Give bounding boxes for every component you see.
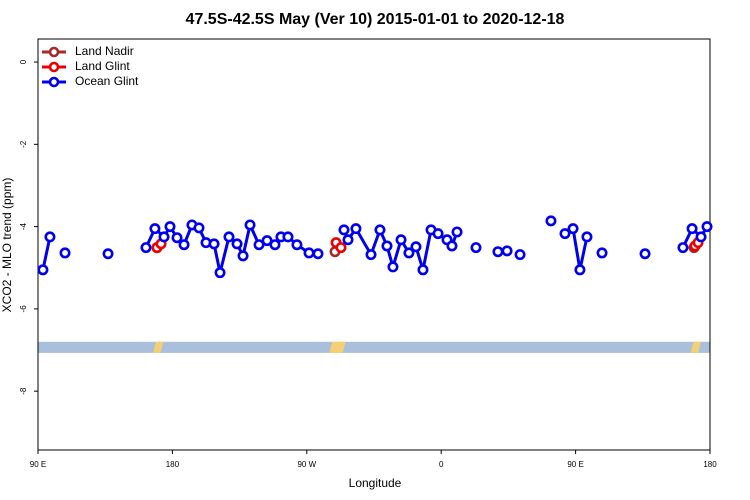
- y-tick-label: -4: [19, 223, 28, 231]
- surface-band: [38, 341, 710, 353]
- data-point: [59, 247, 71, 259]
- data-point: [677, 242, 689, 254]
- data-point: [312, 248, 324, 260]
- data-point: [164, 221, 176, 233]
- plot-frame: [37, 38, 711, 451]
- data-point: [581, 231, 593, 243]
- data-point: [395, 234, 407, 246]
- data-point: [567, 223, 579, 235]
- data-point: [282, 231, 294, 243]
- y-tick-label: -2: [19, 140, 28, 148]
- data-point: [559, 228, 571, 240]
- data-point: [432, 228, 444, 240]
- data-point: [639, 248, 651, 260]
- x-tick-label: 180: [166, 460, 180, 469]
- y-axis-label: XCO2 - MLO trend (ppm): [0, 178, 14, 313]
- x-axis-label: Longitude: [349, 476, 402, 490]
- y-tick-label: 0: [19, 59, 28, 64]
- data-point: [387, 261, 399, 273]
- data-point: [446, 240, 458, 252]
- legend-marker: [48, 76, 60, 88]
- data-point: [102, 248, 114, 260]
- data-point: [253, 239, 265, 251]
- data-point: [269, 239, 281, 251]
- data-point: [303, 247, 315, 259]
- data-point: [701, 221, 713, 233]
- data-point: [470, 242, 482, 254]
- x-tick-label: 90 W: [297, 460, 316, 469]
- legend-label: Ocean Glint: [75, 74, 139, 88]
- data-point: [140, 242, 152, 254]
- data-point: [574, 264, 586, 276]
- data-point: [261, 235, 273, 247]
- data-point: [545, 215, 557, 227]
- data-point: [686, 223, 698, 235]
- land-patch: [690, 341, 702, 353]
- data-point: [291, 239, 303, 251]
- data-point: [237, 250, 249, 262]
- data-point: [410, 241, 422, 253]
- data-point: [451, 226, 463, 238]
- data-point: [335, 242, 347, 254]
- data-point: [338, 224, 350, 236]
- chart-title: 47.5S-42.5S May (Ver 10) 2015-01-01 to 2…: [186, 11, 565, 28]
- data-point: [171, 232, 183, 244]
- legend-marker: [48, 46, 60, 58]
- data-point: [178, 239, 190, 251]
- data-point: [244, 219, 256, 231]
- data-point: [374, 224, 386, 236]
- data-point: [149, 223, 161, 235]
- data-point: [501, 245, 513, 257]
- data-point: [403, 247, 415, 259]
- x-tick-label: 0: [439, 460, 444, 469]
- legend-label: Land Nadir: [75, 44, 134, 58]
- legend-marker: [48, 61, 60, 73]
- data-point: [342, 234, 354, 246]
- data-point: [381, 240, 393, 252]
- data-point: [158, 231, 170, 243]
- x-tick-label: 90 E: [30, 460, 46, 469]
- x-tick-label: 90 E: [567, 460, 583, 469]
- data-point: [695, 231, 707, 243]
- data-point: [214, 267, 226, 279]
- data-point: [350, 223, 362, 235]
- land-patch: [152, 341, 164, 353]
- data-point: [417, 264, 429, 276]
- y-tick-label: -6: [19, 305, 28, 313]
- data-point: [44, 231, 56, 243]
- data-point: [193, 222, 205, 234]
- data-point: [208, 238, 220, 250]
- land-patch: [329, 341, 346, 353]
- y-tick-label: -8: [19, 387, 28, 395]
- data-point: [492, 246, 504, 258]
- data-point: [365, 249, 377, 261]
- legend-label: Land Glint: [75, 59, 130, 73]
- data-point: [223, 231, 235, 243]
- data-point: [231, 238, 243, 250]
- data-point: [514, 249, 526, 261]
- x-tick-label: 180: [703, 460, 717, 469]
- data-point: [37, 264, 49, 276]
- data-point: [596, 247, 608, 259]
